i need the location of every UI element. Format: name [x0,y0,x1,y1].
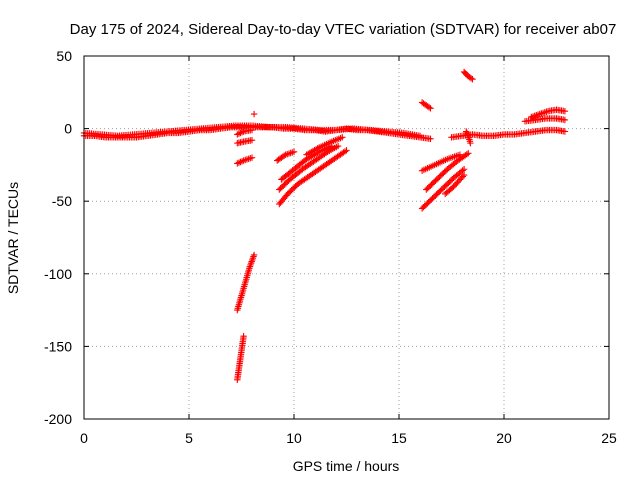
series-arc-6 [418,166,468,212]
data-points [80,68,569,383]
data-point [463,128,470,135]
data-point [281,152,288,159]
data-point [237,129,244,137]
data-point [250,110,258,118]
data-point [240,333,247,340]
data-point [561,128,569,135]
data-point [561,116,569,124]
data-point [334,142,342,150]
data-point [235,130,243,137]
data-point [238,129,246,136]
series-baseline-b [80,122,424,140]
series-evening-3 [463,128,474,147]
series-arc-3 [274,148,298,164]
data-point [467,75,475,82]
data-point [459,173,466,180]
series-arc-9 [442,171,468,198]
y-tick-label: 50 [56,48,72,64]
axis-ticks: 0 5 10 15 20 25 50 0 -50 -100 -150 -200 [44,48,617,446]
data-point [460,171,468,179]
y-tick-label: -150 [44,338,72,354]
data-point [463,151,470,158]
grid [84,56,609,419]
series-dip-7c [234,126,256,138]
data-point [238,158,246,165]
y-tick-label: -50 [52,193,72,209]
data-point [465,132,472,140]
data-point [427,135,434,142]
x-tick-label: 25 [601,430,617,446]
data-point [248,154,256,161]
series-evening-2 [528,106,569,121]
data-point [427,105,434,112]
data-point [469,76,476,83]
series-spike-18 [460,68,476,83]
y-tick-label: -100 [44,266,72,282]
series-drop-2 [234,333,247,383]
series-evening-1 [521,115,569,125]
x-tick-label: 5 [185,430,193,446]
series-spike-16 [418,99,434,112]
data-point [248,126,256,134]
series-dip-7a [234,137,256,147]
plot-frame [83,55,610,420]
series-baseline-c [448,126,569,141]
data-point [416,132,424,140]
data-point [464,131,471,138]
data-point [561,107,569,115]
data-point [314,145,321,152]
data-point [234,131,241,138]
x-tick-label: 0 [80,430,88,446]
data-point [250,251,258,259]
data-point [339,134,346,141]
series-arc-8 [418,151,464,174]
y-tick-label: -200 [44,411,72,427]
data-point [248,137,256,144]
x-tick-label: 20 [496,430,512,446]
series-arc-2 [276,142,342,193]
data-point [341,148,349,155]
data-point [237,158,244,166]
data-point [425,104,433,111]
chart-title: Day 175 of 2024, Sidereal Day-to-day VTE… [70,21,617,38]
data-point [463,129,471,137]
data-point [456,151,464,158]
series-arc-1 [276,147,350,208]
data-point [234,160,241,167]
x-tick-label: 15 [391,430,407,446]
data-point [235,159,243,166]
data-point [459,167,466,174]
y-axis-label: SDTVAR / TECUs [5,182,21,294]
data-point [343,147,350,154]
series-dip-8 [250,110,258,118]
data-point [460,166,468,173]
series-arc-7 [423,150,472,193]
x-axis-label: GPS time / hours [293,458,400,474]
series-dip-7b [234,154,256,167]
data-point [290,148,298,156]
x-tick-label: 10 [286,430,302,446]
data-point [465,150,472,157]
y-tick-label: 0 [64,121,72,137]
series-drop-1 [234,251,258,314]
series-arc-5 [303,134,346,158]
